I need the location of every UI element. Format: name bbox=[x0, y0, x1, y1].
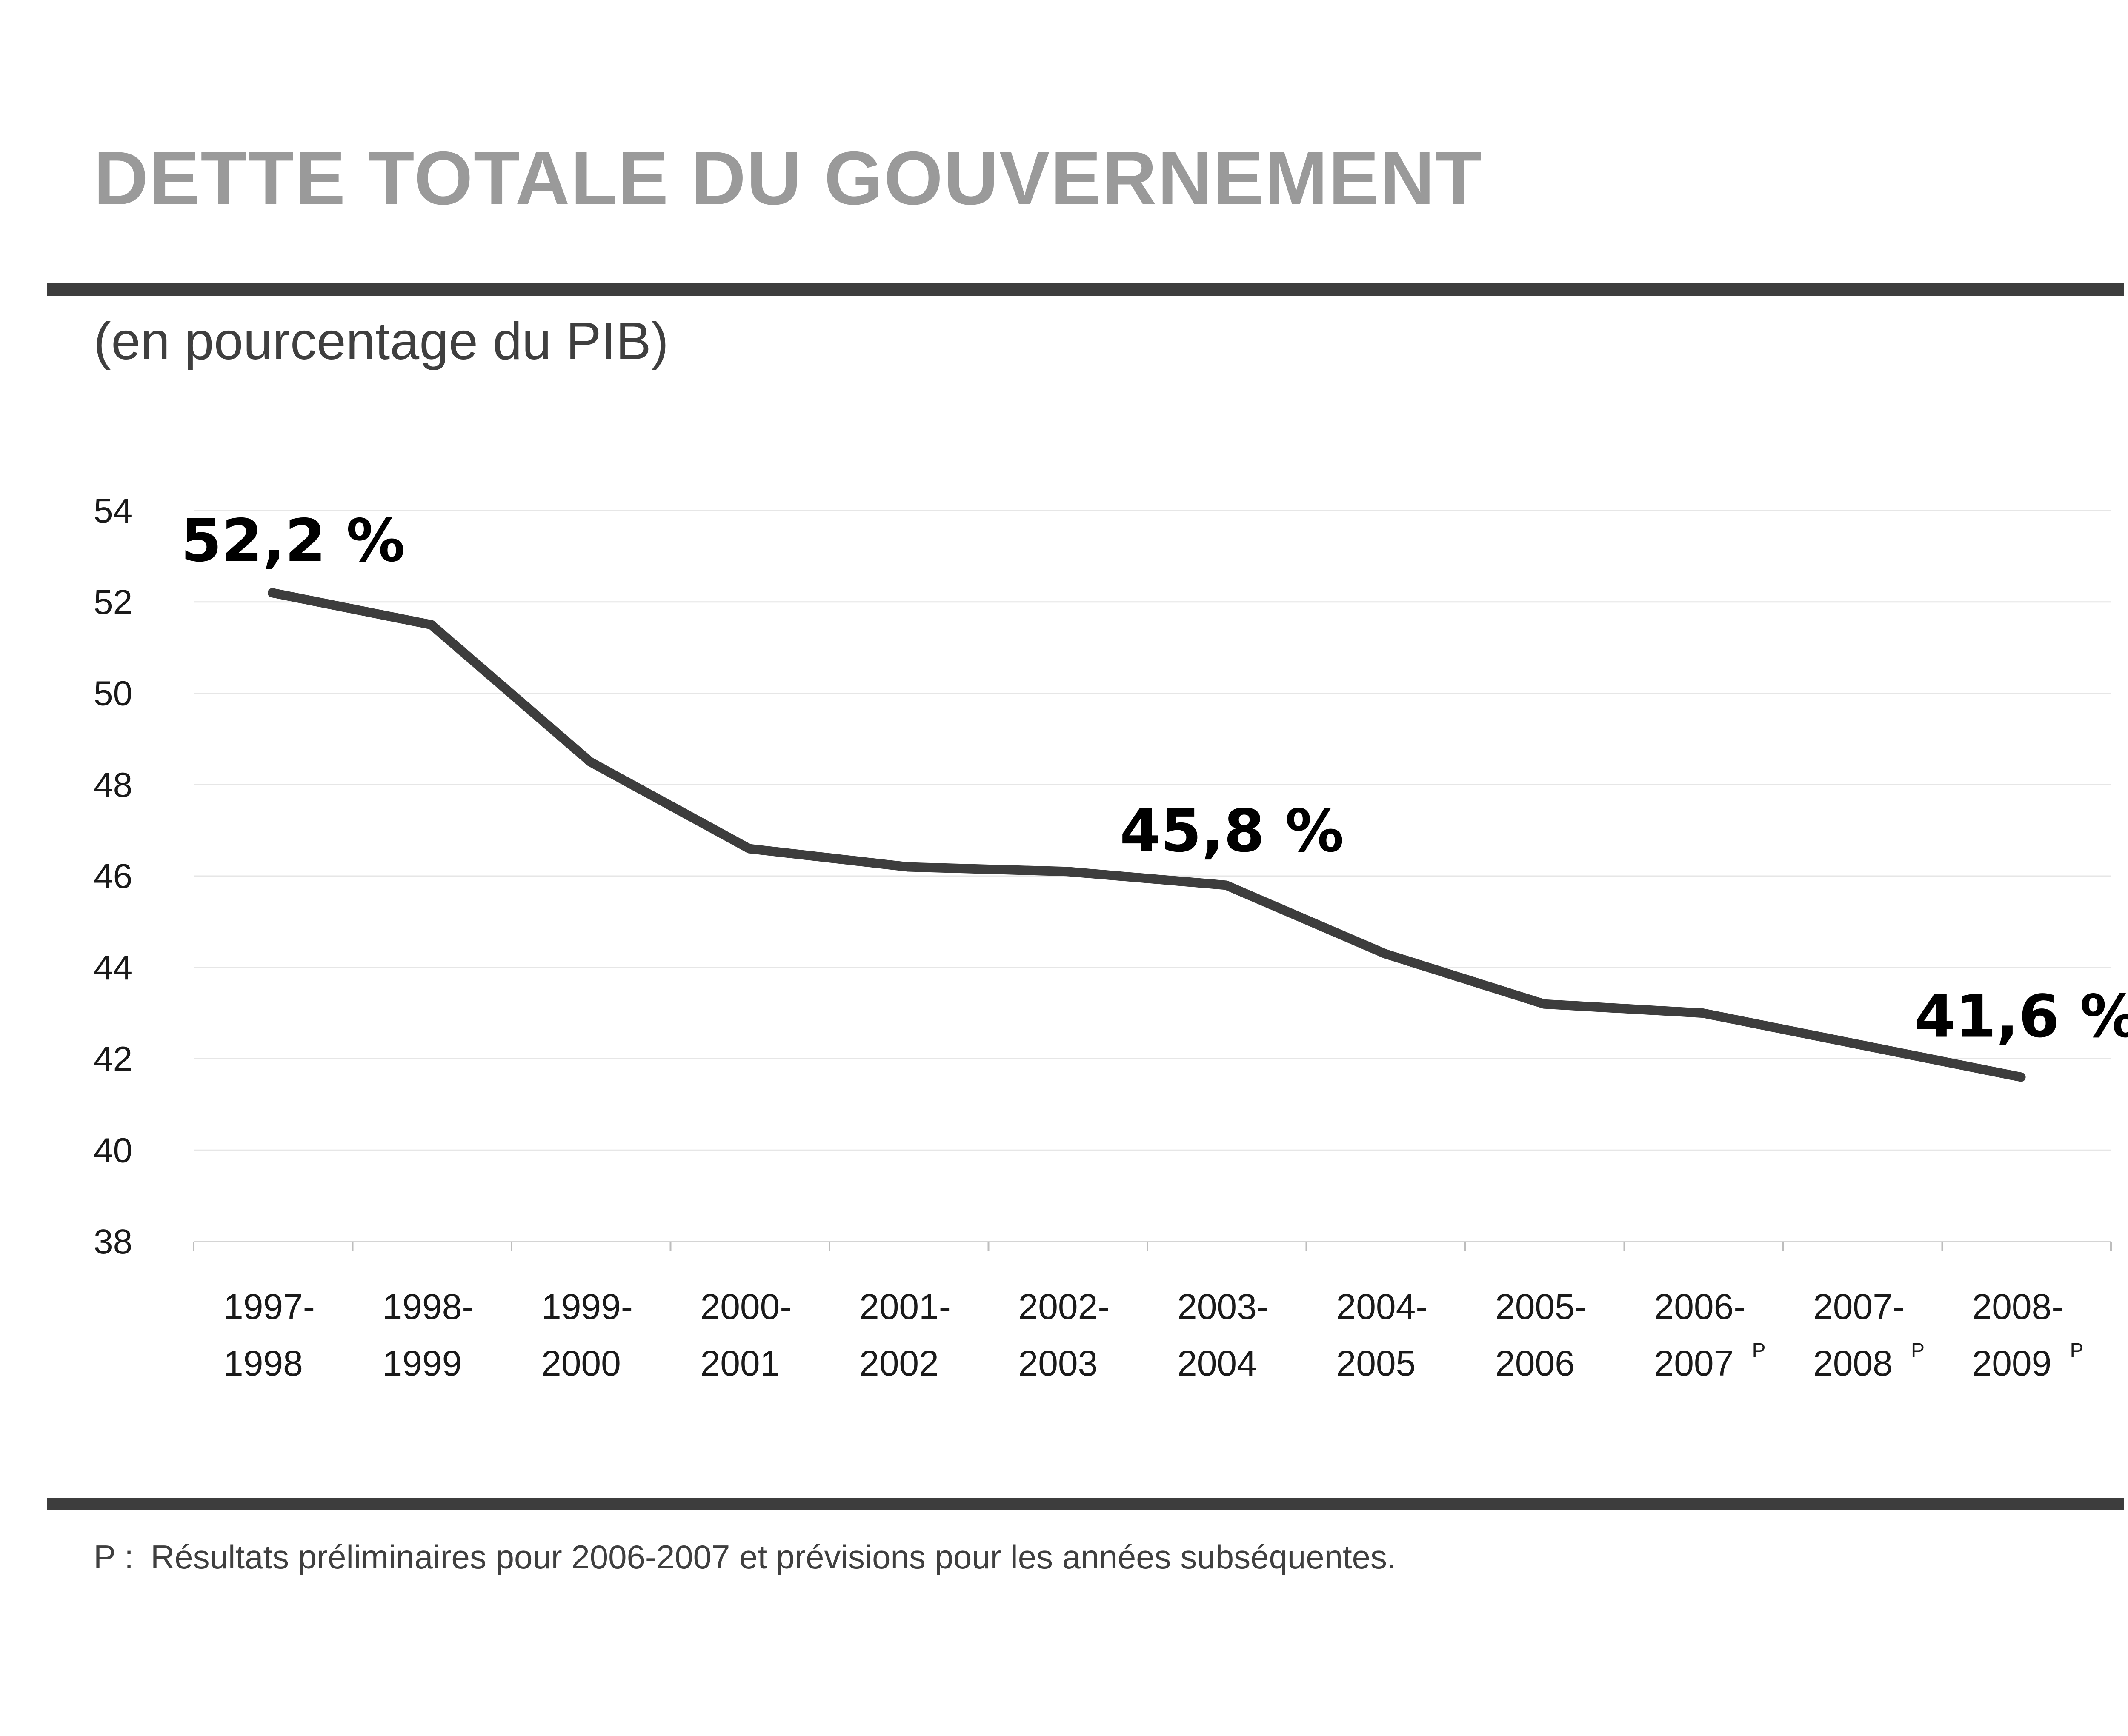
data-label: 52,2 % bbox=[181, 506, 405, 575]
data-point bbox=[1221, 880, 1231, 890]
footnote: P : Résultats préliminaires pour 2006-200… bbox=[94, 1540, 1396, 1573]
data-point bbox=[268, 588, 277, 598]
x-tick-label-superscript: P bbox=[1752, 1339, 1766, 1362]
top-rule bbox=[47, 283, 2124, 296]
y-tick-label-38: 38 bbox=[94, 1222, 132, 1261]
x-tick-label-top: 1997- bbox=[223, 1287, 315, 1327]
x-tick-label-bottom: 2008 bbox=[1813, 1343, 1893, 1383]
y-tick-label-48: 48 bbox=[94, 765, 132, 804]
x-axis bbox=[193, 1241, 2112, 1251]
x-tick-label-top: 1999- bbox=[541, 1287, 633, 1327]
x-tick-label-top: 2008- bbox=[1972, 1287, 2064, 1327]
x-tick-label-bottom: 2004 bbox=[1177, 1343, 1257, 1383]
y-tick-label-54: 54 bbox=[94, 491, 132, 530]
x-tick-label-bottom: 2007 bbox=[1654, 1343, 1734, 1383]
x-tick-label-top: 2006- bbox=[1654, 1287, 1746, 1327]
x-tick-label-bottom: 2006 bbox=[1495, 1343, 1575, 1383]
x-tick-label-top: 2005- bbox=[1495, 1287, 1587, 1327]
y-tick-label-40: 40 bbox=[94, 1131, 132, 1170]
data-label: 41,6 % bbox=[1915, 982, 2128, 1051]
data-label: 45,8 % bbox=[1120, 797, 1344, 865]
x-tick-label-bottom: 1998 bbox=[223, 1343, 303, 1383]
y-tick-label-52: 52 bbox=[94, 583, 132, 622]
x-tick-label-bottom: 2001 bbox=[701, 1343, 780, 1383]
y-tick-label-46: 46 bbox=[94, 857, 132, 896]
x-tick-label-top: 2003- bbox=[1177, 1287, 1269, 1327]
x-tick-label-top: 1998- bbox=[383, 1287, 474, 1327]
x-axis-tick-labels: 1997- 1998 1998- 1999 1999- 2000 2000- 2001 2001… bbox=[223, 1287, 2084, 1383]
x-tick-label-top: 2007- bbox=[1813, 1287, 1905, 1327]
series-line bbox=[268, 588, 2026, 1082]
data-point bbox=[1539, 999, 1549, 1009]
x-tick-label-top: 2002- bbox=[1018, 1287, 1110, 1327]
x-tick-label-bottom: 1999 bbox=[383, 1343, 462, 1383]
x-tick-label-bottom: 2000 bbox=[541, 1343, 621, 1383]
data-point bbox=[1857, 1040, 1867, 1050]
data-labels: 52,2 % 45,8 % 41,6 % bbox=[181, 506, 2128, 1051]
x-tick-label-bottom: 2003 bbox=[1018, 1343, 1098, 1383]
x-tick-label-top: 2000- bbox=[701, 1287, 792, 1327]
y-axis-tick-labels: 38 40 42 44 46 48 50 52 54 bbox=[94, 491, 132, 1261]
y-tick-label-44: 44 bbox=[94, 948, 132, 987]
x-tick-label-bottom: 2002 bbox=[859, 1343, 939, 1383]
series-layer bbox=[268, 588, 2026, 1082]
chart-subtitle: (en pourcentage du PIB) bbox=[94, 312, 669, 371]
x-tick-label-bottom: 2005 bbox=[1336, 1343, 1416, 1383]
footnote-text: Résultats préliminaires pour 2006-2007 e… bbox=[150, 1538, 1396, 1576]
x-tick-label-superscript: P bbox=[1911, 1339, 1925, 1362]
data-point bbox=[426, 620, 436, 630]
x-tick-label-bottom: 2009 bbox=[1972, 1343, 2052, 1383]
data-point bbox=[2016, 1072, 2026, 1082]
data-point bbox=[1380, 949, 1390, 959]
y-tick-label-50: 50 bbox=[94, 674, 132, 713]
chart-title: DETTE TOTALE DU GOUVERNEMENT bbox=[94, 136, 1483, 220]
x-tick-label-top: 2004- bbox=[1336, 1287, 1428, 1327]
y-tick-label-42: 42 bbox=[94, 1040, 132, 1079]
data-point bbox=[586, 757, 595, 767]
data-point bbox=[1698, 1008, 1708, 1018]
x-tick-label-top: 2001- bbox=[859, 1287, 951, 1327]
data-point bbox=[744, 844, 754, 854]
footnote-key: P : bbox=[94, 1538, 134, 1576]
bottom-rule bbox=[47, 1498, 2124, 1510]
data-point bbox=[1062, 867, 1072, 877]
x-tick-label-superscript: P bbox=[2070, 1339, 2084, 1362]
data-point bbox=[904, 862, 913, 872]
